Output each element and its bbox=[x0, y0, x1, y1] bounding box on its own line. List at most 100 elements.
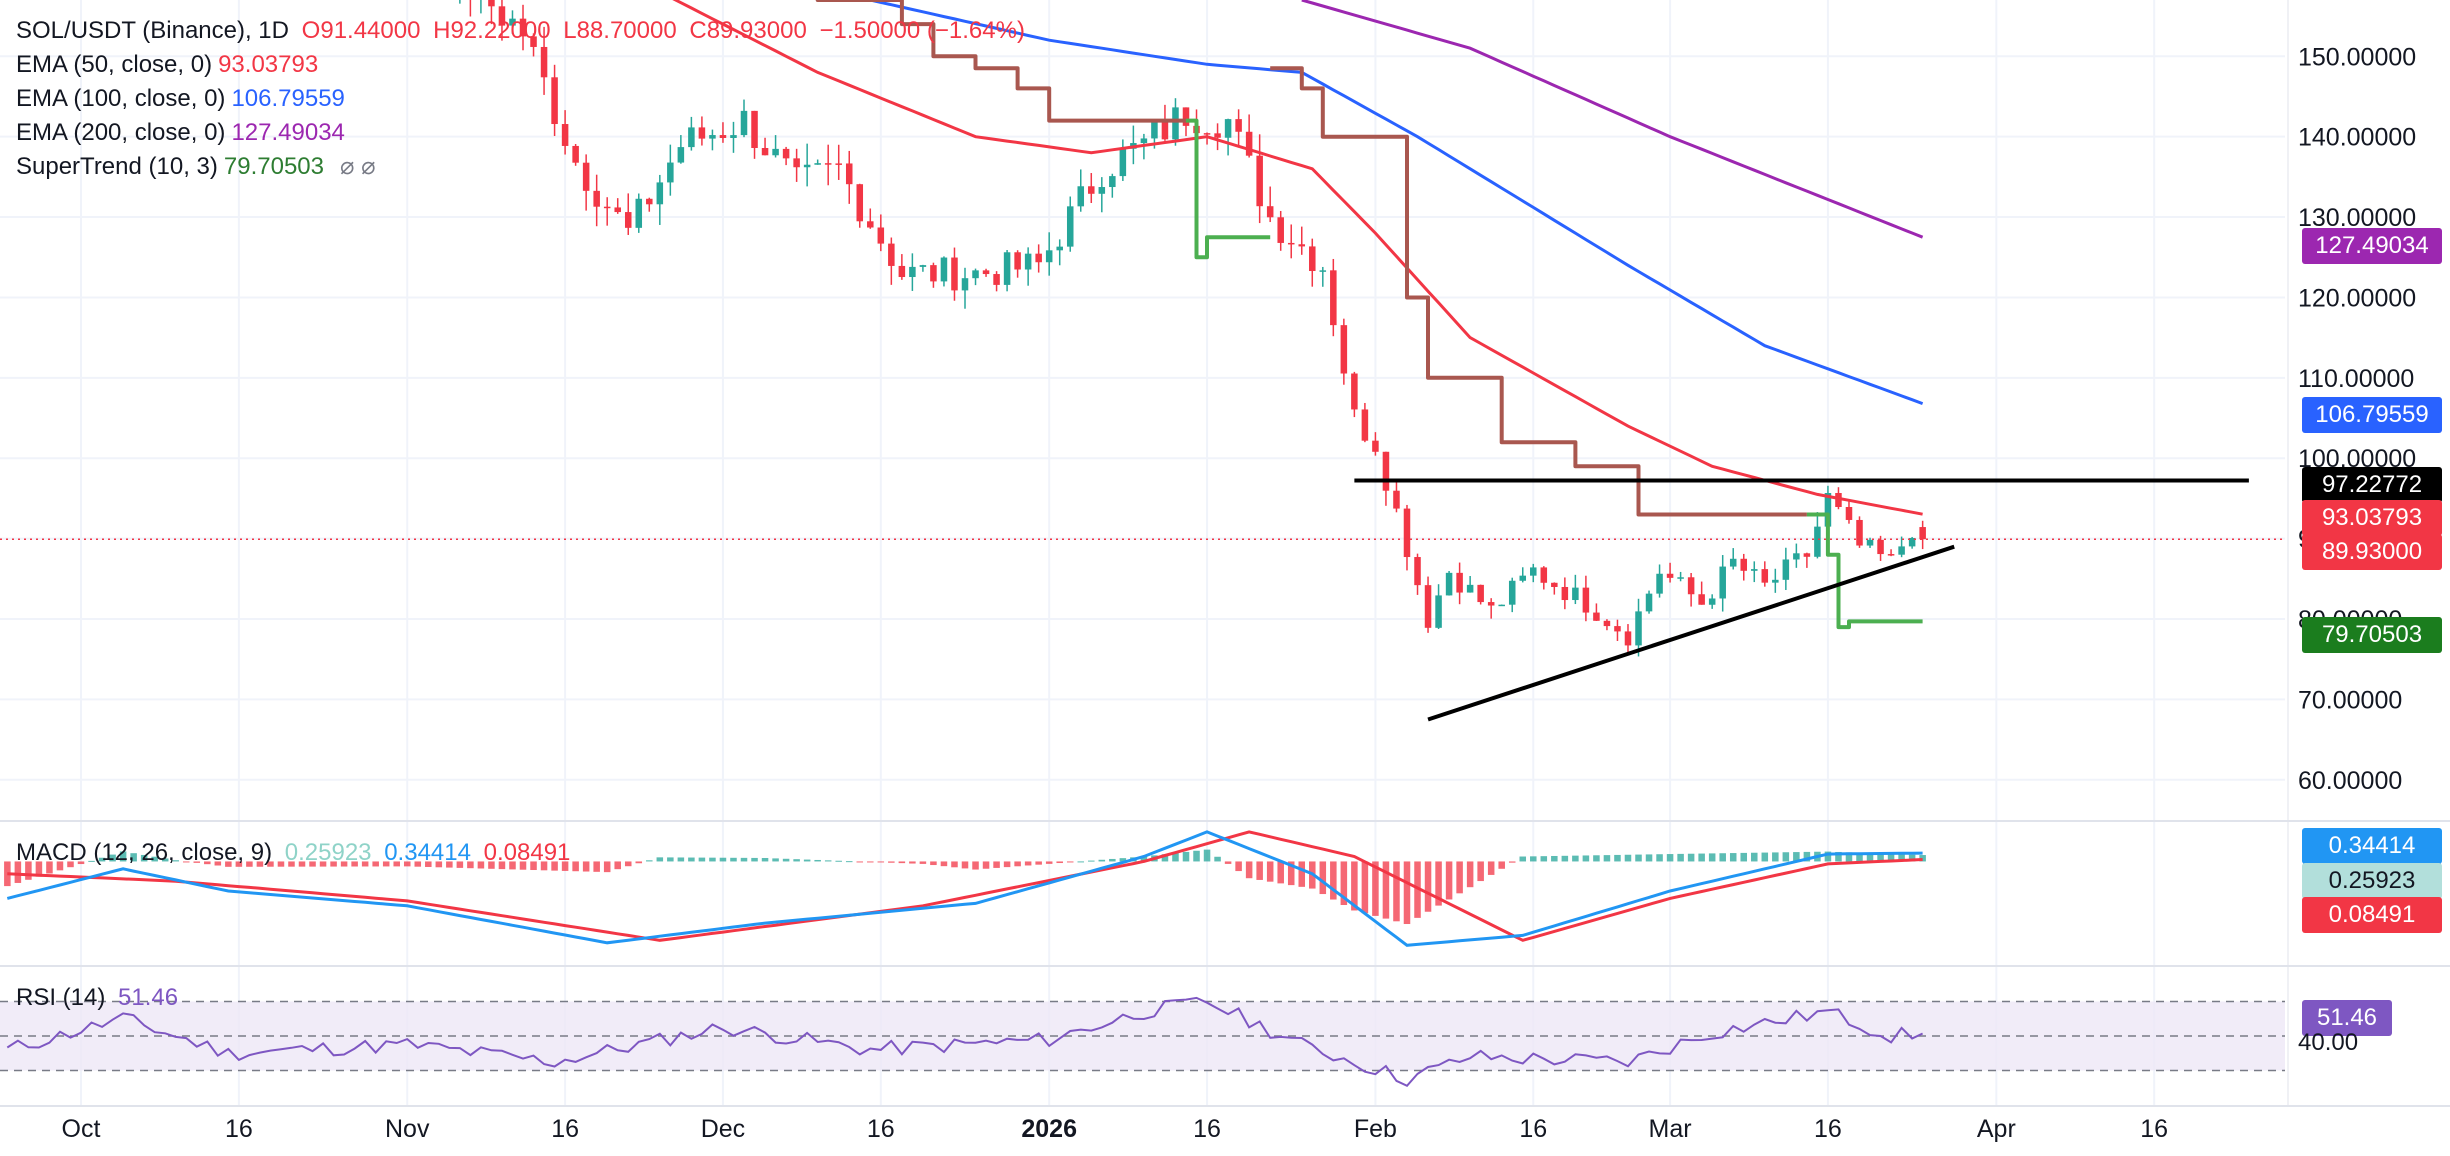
macd-histogram-bar bbox=[1256, 861, 1263, 880]
macd-histogram-bar bbox=[435, 861, 443, 868]
time-tick-label: Dec bbox=[701, 1115, 745, 1143]
candle-body bbox=[1582, 587, 1590, 613]
macd-histogram-bar bbox=[1024, 861, 1032, 866]
candle-body bbox=[509, 18, 516, 26]
macd-histogram-bar bbox=[1561, 855, 1569, 862]
candle-body bbox=[1309, 246, 1316, 272]
macd-histogram-bar bbox=[309, 861, 316, 867]
macd-histogram-bar bbox=[1572, 855, 1579, 862]
macd-histogram-bar bbox=[1119, 858, 1127, 862]
macd-legend[interactable]: MACD (12, 26, close, 9) 0.25923 0.34414 … bbox=[16, 836, 576, 870]
candle-body bbox=[1866, 539, 1874, 546]
candle-body bbox=[772, 148, 779, 156]
time-tick-label: 2026 bbox=[1021, 1115, 1077, 1143]
macd-histogram-bar bbox=[1729, 853, 1737, 862]
candle-body bbox=[488, 0, 495, 7]
macd-histogram-bar bbox=[814, 859, 821, 862]
symbol-title[interactable]: SOL/USDT (Binance), 1D bbox=[16, 17, 289, 44]
candle-body bbox=[1066, 206, 1074, 247]
candle-body bbox=[551, 77, 558, 125]
rsi-value-text: 51.46 bbox=[118, 984, 179, 1011]
main-legend: SOL/USDT (Binance), 1D O91.44000 H92.220… bbox=[16, 14, 1031, 184]
macd-histogram-bar bbox=[1761, 852, 1769, 862]
time-tick-label: Feb bbox=[1354, 1115, 1397, 1143]
macd-histogram-bar bbox=[298, 861, 306, 867]
candle-body bbox=[677, 147, 685, 163]
candle-body bbox=[1824, 493, 1832, 527]
macd-histogram-bar bbox=[1614, 854, 1621, 862]
candle-body bbox=[688, 127, 695, 148]
ema200-legend[interactable]: EMA (200, close, 0) 127.49034 bbox=[16, 116, 1031, 150]
tag-macd-hist: 0.25923 bbox=[2302, 863, 2442, 899]
macd-histogram-bar bbox=[1866, 853, 1874, 862]
macd-histogram-bar bbox=[456, 861, 464, 868]
macd-histogram-bar bbox=[1340, 861, 1348, 906]
rsi-legend[interactable]: RSI (14) 51.46 bbox=[16, 981, 184, 1015]
macd-histogram-bar bbox=[1182, 851, 1190, 862]
macd-histogram-bar bbox=[1161, 854, 1169, 862]
candle-body bbox=[614, 207, 621, 213]
macd-histogram-bar bbox=[1424, 861, 1432, 912]
candle-body bbox=[1445, 572, 1453, 596]
candle-body bbox=[1287, 242, 1295, 245]
visibility-icons[interactable]: ⌀ ⌀ bbox=[340, 153, 376, 180]
macd-histogram-bar bbox=[1519, 856, 1527, 862]
macd-histogram-bar bbox=[246, 861, 253, 867]
macd-histogram-bar bbox=[646, 860, 653, 862]
macd-line bbox=[6, 830, 1923, 947]
candle-body bbox=[1740, 558, 1748, 571]
macd-histogram-bar bbox=[1382, 861, 1390, 919]
line-supertrend-up bbox=[1186, 118, 1271, 260]
tag-ema200: 127.49034 bbox=[2302, 228, 2442, 264]
macd-histogram-bar bbox=[667, 857, 674, 862]
price-tick-label: 140.00000 bbox=[2298, 124, 2416, 152]
candle-body bbox=[1687, 577, 1695, 595]
candle-body bbox=[824, 163, 832, 165]
ema50-legend[interactable]: EMA (50, close, 0) 93.03793 bbox=[16, 48, 1031, 82]
time-tick-label: Nov bbox=[385, 1115, 430, 1143]
price-pane bbox=[459, 0, 2249, 722]
candle-body bbox=[1793, 553, 1800, 560]
rsi-level-label: 40.00 bbox=[2298, 1029, 2359, 1056]
macd-histogram-bar bbox=[214, 861, 222, 866]
ema100-legend[interactable]: EMA (100, close, 0) 106.79559 bbox=[16, 82, 1031, 116]
candle-body bbox=[1772, 579, 1779, 583]
candle-body bbox=[1403, 508, 1411, 558]
macd-histogram-bar bbox=[256, 861, 264, 867]
macd-histogram-bar bbox=[1656, 854, 1663, 862]
macd-histogram-bar bbox=[1361, 861, 1369, 914]
macd-histogram-bar bbox=[267, 861, 274, 867]
price-tick-label: 130.00000 bbox=[2298, 204, 2416, 232]
open-value: O91.44000 bbox=[301, 17, 421, 44]
supertrend-value: 79.70503 bbox=[223, 153, 324, 180]
candle-body bbox=[1487, 602, 1495, 606]
line-ema-200-close-0- bbox=[1301, 0, 1924, 239]
candle-body bbox=[940, 257, 948, 282]
macd-signal-value: 0.08491 bbox=[483, 839, 571, 866]
macd-histogram-bar bbox=[1603, 855, 1611, 862]
ema100-value: 106.79559 bbox=[231, 85, 345, 112]
macd-histogram-bar bbox=[1919, 855, 1926, 862]
candle-body bbox=[1235, 119, 1242, 132]
candle-body bbox=[698, 127, 706, 139]
macd-histogram-bar bbox=[551, 861, 558, 871]
line-ema-100-close-0- bbox=[865, 0, 1924, 406]
candle-body bbox=[1024, 253, 1032, 270]
macd-histogram-bar bbox=[1045, 861, 1053, 864]
price-tick-label: 120.00000 bbox=[2298, 284, 2416, 312]
macd-histogram-bar bbox=[1803, 851, 1811, 862]
macd-histogram-bar bbox=[1782, 852, 1790, 862]
macd-histogram-bar bbox=[382, 861, 390, 867]
supertrend-legend[interactable]: SuperTrend (10, 3) 79.70503 ⌀ ⌀ bbox=[16, 150, 1031, 184]
candle-body bbox=[1140, 138, 1148, 144]
macd-histogram-bar bbox=[1266, 861, 1274, 882]
macd-line-value: 0.34414 bbox=[384, 839, 471, 866]
candle-body bbox=[1372, 440, 1379, 452]
tag-supertrend: 79.70503 bbox=[2302, 617, 2442, 653]
macd-histogram-bar bbox=[835, 860, 842, 862]
candle-body bbox=[1551, 582, 1558, 587]
macd-histogram-bar bbox=[414, 861, 422, 867]
candle-body bbox=[1382, 451, 1390, 491]
